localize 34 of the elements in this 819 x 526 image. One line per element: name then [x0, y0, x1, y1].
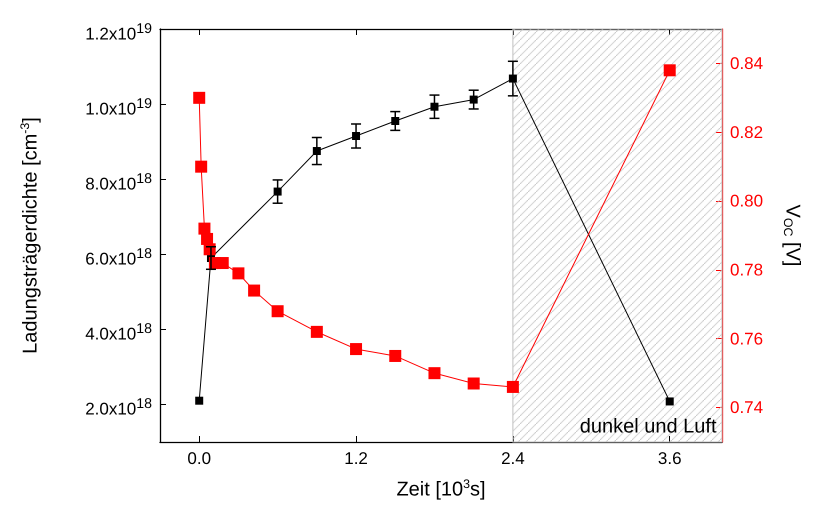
- point: [310, 326, 323, 338]
- point: [248, 284, 260, 297]
- point: [216, 257, 229, 270]
- y2-tick-label: 0.74: [730, 398, 764, 418]
- band-label: dunkel und Luft: [580, 416, 717, 438]
- point: [350, 343, 362, 356]
- point: [195, 160, 208, 173]
- x-tick-label: 3.6: [658, 449, 682, 468]
- y2-tick-label: 0.76: [730, 329, 764, 348]
- y2-tick-label: 0.84: [730, 54, 764, 73]
- y2-tick-label: 0.78: [730, 260, 764, 280]
- y2-tick-label: 0.82: [730, 122, 764, 142]
- x-tick-label: 2.4: [501, 449, 525, 468]
- y-tick-label: 1.0x10$^{19}$: [85, 95, 152, 121]
- x-tick-label: 0.0: [187, 449, 212, 468]
- point: [198, 222, 210, 235]
- point: [468, 377, 480, 390]
- point: [428, 367, 440, 380]
- point: [389, 350, 402, 362]
- point: [232, 267, 244, 280]
- y-tick-label: 8.0x10$^{18}$: [85, 170, 152, 196]
- y2-tick-label: 0.80: [730, 192, 764, 211]
- point: [193, 92, 206, 104]
- y2-axis-title: VOC [V]: [781, 204, 804, 266]
- y-axis-title: Ladungsträgerdichte [cm-3]: [18, 117, 42, 354]
- point: [201, 232, 214, 245]
- y-tick-label: 2.0x10$^{18}$: [85, 395, 152, 422]
- point: [506, 380, 519, 393]
- y-tick-label: 1.2x10$^{19}$: [85, 20, 152, 46]
- y-tick-label: 4.0x10$^{18}$: [85, 320, 152, 346]
- x-tick-label: 1.2: [344, 449, 368, 468]
- y-tick-label: 6.0x10$^{18}$: [85, 245, 152, 271]
- point: [664, 64, 676, 76]
- point: [272, 305, 284, 318]
